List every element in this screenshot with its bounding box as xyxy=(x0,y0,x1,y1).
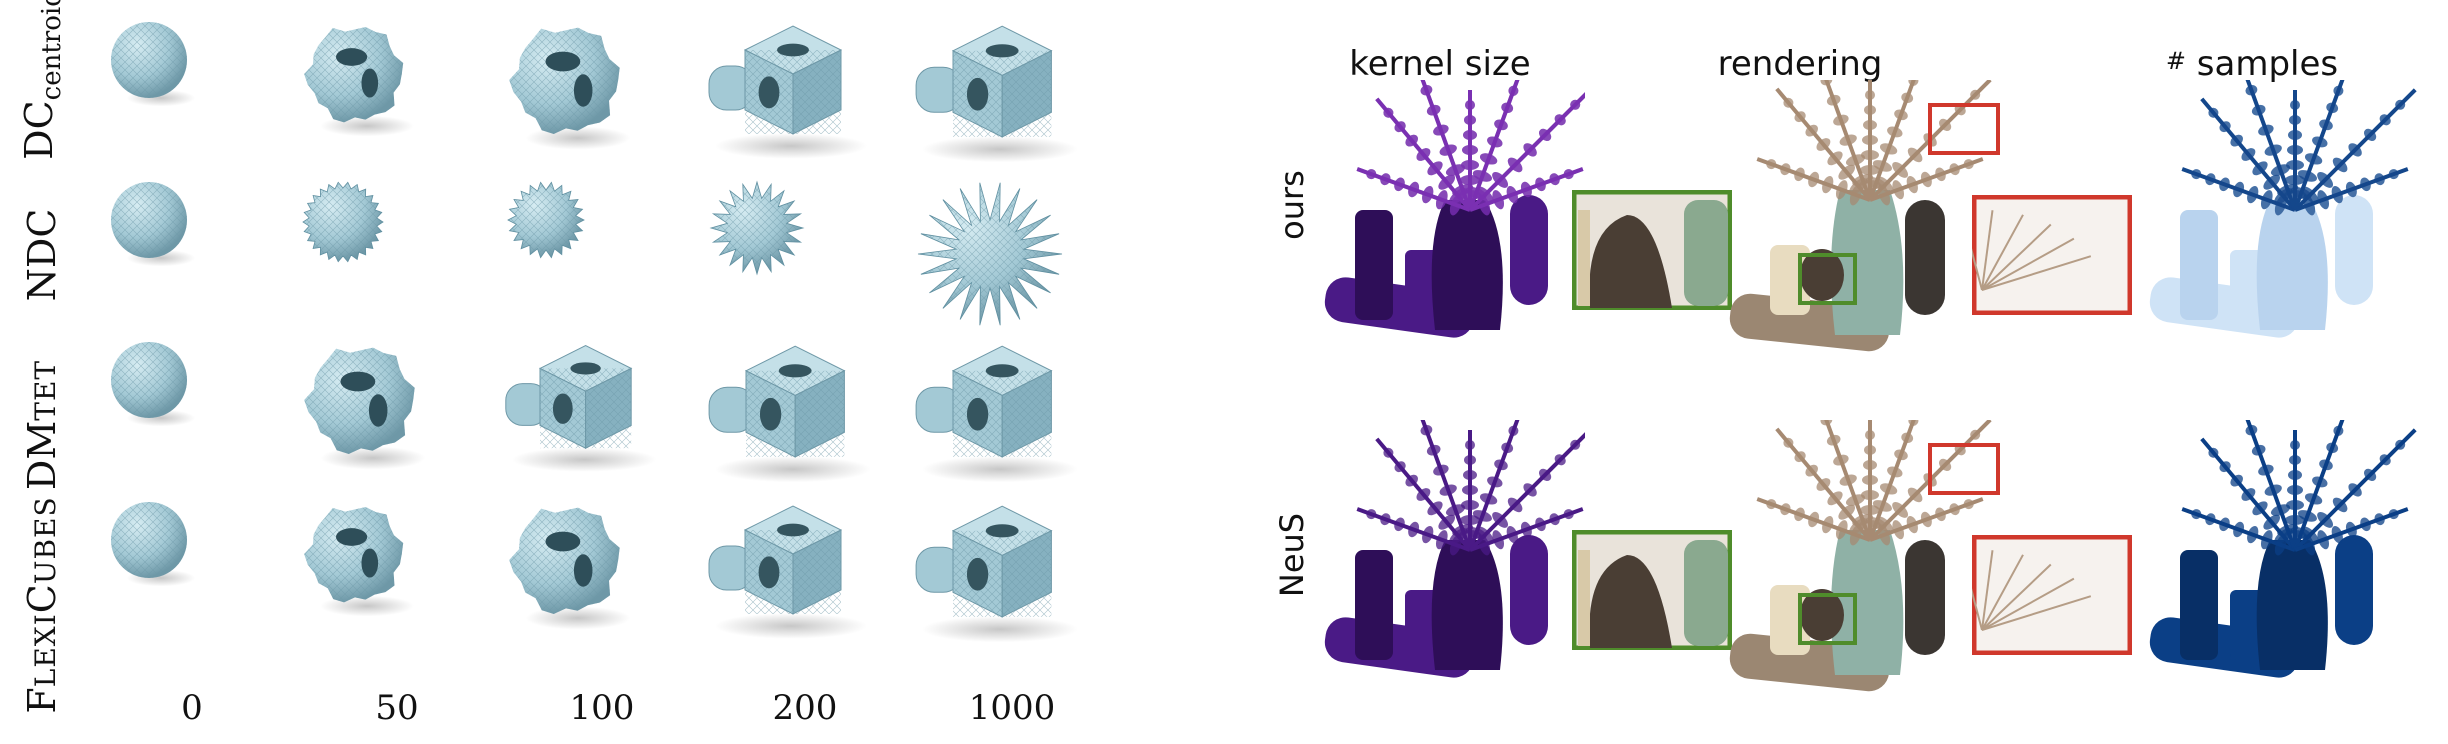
mesh-r2-c1 xyxy=(105,178,305,362)
mesh-r3-c4 xyxy=(705,338,905,522)
mesh-r2-c4 xyxy=(705,178,905,362)
mesh-r4-c5 xyxy=(912,498,1112,682)
mesh-r3-c2 xyxy=(297,338,497,522)
col-label-iter-200: 200 xyxy=(772,688,838,728)
mesh-r3-c3 xyxy=(502,338,702,522)
col-label-iter-1000: 1000 xyxy=(968,688,1056,728)
header-kernel-size: kernel size xyxy=(1349,44,1531,84)
header-samples: # samples xyxy=(2165,44,2339,84)
col-label-iter-0: 0 xyxy=(181,688,203,728)
kernel-size-render-ours xyxy=(1285,49,1592,384)
row-label-dc-centroid: DCcentroid xyxy=(17,0,67,160)
mesh-r1-c4 xyxy=(705,18,905,202)
red-zoom-inset-neus xyxy=(1960,534,2133,659)
row-label-flexicubes: FLEXICUBES xyxy=(20,496,64,714)
mesh-r1-c3 xyxy=(502,18,702,202)
mesh-r1-c5 xyxy=(912,18,1112,202)
reconstruction-comparison-panel: kernel size rendering # samples ours Neu… xyxy=(1250,0,2448,744)
mesh-comparison-panel: DCcentroid NDC DMTET FLEXICUBES xyxy=(0,0,1160,744)
rendering-neus xyxy=(1700,379,2000,724)
mesh-r4-c3 xyxy=(502,498,702,682)
mesh-r4-c2 xyxy=(297,498,497,682)
row-label-ndc: NDC xyxy=(20,208,64,302)
kernel-size-render-neus xyxy=(1285,389,1592,724)
mesh-r1-c2 xyxy=(297,18,497,202)
samples-render-neus xyxy=(2120,389,2440,724)
red-zoom-inset-ours xyxy=(1960,194,2133,319)
samples-render-ours xyxy=(2120,49,2440,384)
col-label-iter-50: 50 xyxy=(375,688,419,728)
rendering-ours xyxy=(1700,39,2000,384)
mesh-r3-c5 xyxy=(912,338,1112,522)
green-zoom-inset-neus xyxy=(1571,529,1733,654)
mesh-r1-c1 xyxy=(105,18,305,202)
mesh-r3-c1 xyxy=(105,338,305,522)
col-label-iter-100: 100 xyxy=(569,688,635,728)
mesh-r4-c1 xyxy=(105,498,305,682)
mesh-r2-c2 xyxy=(297,178,497,362)
mesh-r2-c3 xyxy=(502,178,702,362)
row-label-dmtet: DMTET xyxy=(20,359,64,491)
mesh-r2-c5 xyxy=(912,178,1112,362)
header-rendering: rendering xyxy=(1717,44,1883,84)
mesh-r4-c4 xyxy=(705,498,905,682)
green-zoom-inset-ours xyxy=(1571,189,1733,314)
